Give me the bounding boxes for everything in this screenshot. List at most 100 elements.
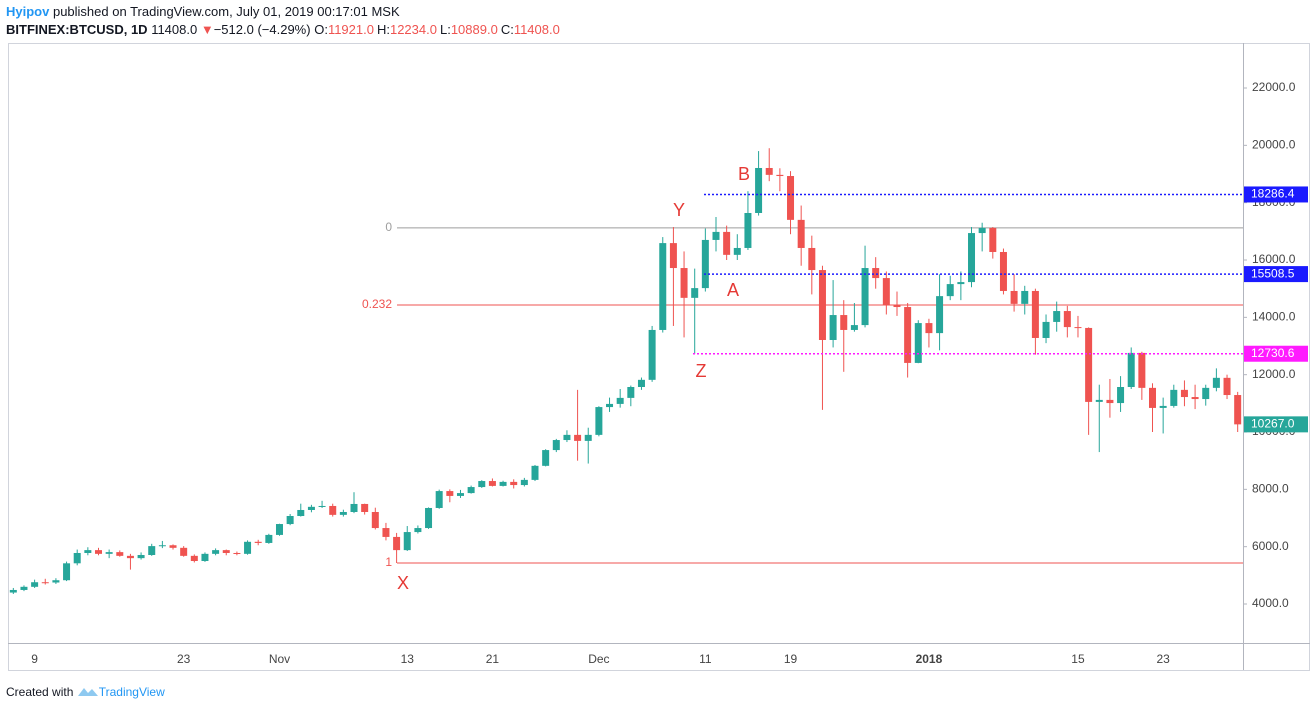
x-tick-label: 15 — [1071, 652, 1085, 666]
candle-body — [244, 541, 252, 554]
candle-body — [957, 282, 965, 285]
wave-label: X — [397, 573, 409, 593]
candle-body — [1191, 397, 1199, 400]
fib-label: 1 — [385, 555, 392, 569]
candle-body — [467, 487, 475, 494]
candle-body — [765, 167, 773, 175]
symbol: BITFINEX:BTCUSD, 1D — [6, 22, 148, 37]
candle-body — [148, 546, 156, 555]
candle-body — [648, 329, 656, 380]
candle-body — [999, 251, 1007, 291]
price-tag — [1244, 266, 1308, 283]
candle-body — [669, 243, 677, 269]
y-tick-label: 12000.0 — [1252, 367, 1296, 381]
change: −512.0 (−4.29%) — [213, 22, 311, 37]
candle-body — [1074, 327, 1082, 329]
candle-body — [265, 534, 273, 543]
ohlc-value: 11408.0 — [513, 22, 560, 37]
header-line-1: Hyipov published on TradingView.com, Jul… — [6, 4, 400, 19]
candle-body — [1021, 290, 1029, 304]
candle-body — [531, 465, 539, 480]
footer-prefix: Created with — [6, 685, 74, 699]
candle-body — [701, 239, 709, 289]
last-price-label: 10267.0 — [1251, 417, 1295, 431]
candle-body — [297, 509, 305, 517]
candle-body — [446, 491, 454, 496]
candle-body — [254, 541, 262, 543]
price-tag — [1244, 186, 1308, 203]
y-tick-label: 4000.0 — [1252, 596, 1289, 610]
candle-body — [840, 315, 848, 330]
candle-body — [1180, 389, 1188, 398]
candle-body — [414, 528, 422, 533]
candle-body — [510, 481, 518, 486]
candle-body — [1138, 352, 1146, 388]
y-tick-label: 6000.0 — [1252, 539, 1289, 553]
candle-body — [1106, 399, 1114, 404]
x-tick-label: 21 — [486, 652, 500, 666]
ohlc-label: O: — [314, 22, 328, 37]
wave-label: Y — [673, 200, 685, 220]
price-tag-label: 15508.5 — [1251, 266, 1295, 280]
footer-brand[interactable]: TradingView — [98, 685, 165, 699]
candle-body — [691, 288, 699, 298]
x-tick-label: Dec — [588, 652, 609, 666]
ohlc-label: C: — [500, 22, 514, 37]
candle-body — [584, 434, 592, 441]
ohlc-label: L: — [439, 22, 451, 37]
candle-body — [382, 528, 390, 537]
candle-body — [552, 440, 560, 451]
candle-body — [435, 491, 443, 508]
y-tick-label: 20000.0 — [1252, 138, 1296, 152]
candle-body — [222, 550, 230, 553]
candle-body — [723, 231, 731, 255]
candle-body — [978, 227, 986, 234]
candle-body — [212, 550, 220, 554]
candle-body — [1063, 311, 1071, 328]
x-tick-label: 9 — [31, 652, 38, 666]
fib-label: 0.232 — [362, 297, 392, 311]
candle-body — [94, 550, 102, 554]
ohlc-value: 12234.0 — [389, 22, 437, 37]
candle-body — [361, 503, 369, 512]
candle-body — [456, 493, 464, 496]
y-tick-label: 14000.0 — [1252, 310, 1296, 324]
pane-frame — [8, 43, 1310, 671]
author[interactable]: Hyipov — [6, 4, 50, 19]
candle-body — [968, 233, 976, 283]
candle-body — [307, 506, 315, 510]
logo — [77, 688, 98, 696]
price-tag-label: 18286.4 — [1251, 187, 1295, 201]
candle-body — [9, 589, 17, 593]
candle-body — [946, 284, 954, 297]
candle-body — [637, 379, 645, 388]
candle-body — [850, 325, 858, 330]
candle-body — [105, 552, 113, 554]
candle-body — [20, 586, 28, 590]
candle-body — [1127, 352, 1135, 388]
candle-body — [680, 268, 688, 298]
candle-body — [393, 536, 401, 551]
candle-body — [627, 387, 635, 398]
candle-body — [542, 450, 550, 466]
candle-body — [574, 434, 582, 441]
candle-body — [1031, 290, 1039, 338]
candle-body — [563, 434, 571, 441]
candle-body — [63, 563, 71, 581]
candle-body — [989, 227, 997, 252]
candle-body — [1095, 399, 1103, 402]
x-tick-label: 2018 — [916, 652, 943, 666]
ohlc: O:11921.0 H:12234.0 L:10889.0 C:11408.0 — [314, 22, 563, 37]
candle-body — [52, 580, 60, 583]
candle-body — [904, 307, 912, 363]
candle-body — [797, 219, 805, 248]
candle-body — [478, 481, 486, 488]
candle-body — [1223, 377, 1231, 396]
candle-body — [371, 511, 379, 529]
wave-label: Z — [696, 361, 707, 381]
footer: Created with TradingView — [6, 684, 165, 699]
x-tick-label: 13 — [401, 652, 415, 666]
candle-body — [190, 555, 198, 562]
candle-body — [520, 479, 528, 486]
